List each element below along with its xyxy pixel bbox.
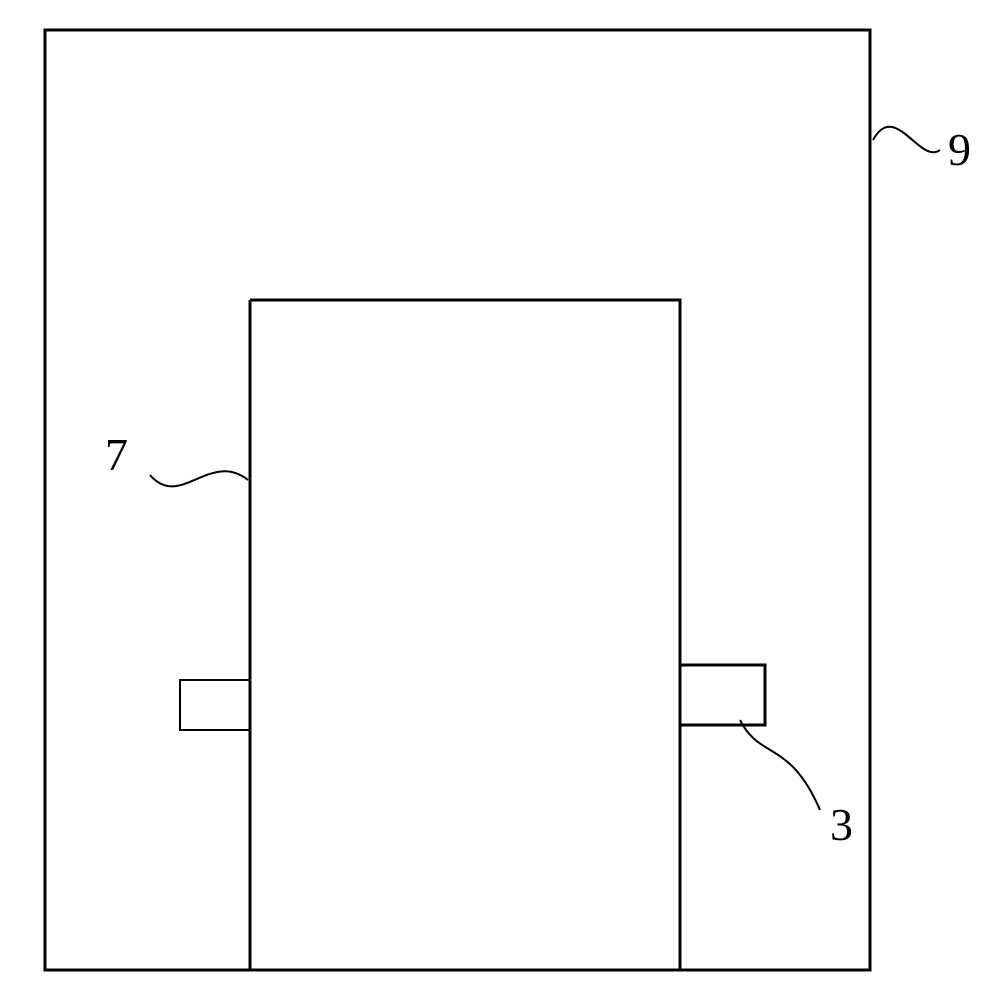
leader-7 (150, 471, 248, 486)
small-box-right (680, 665, 765, 725)
label-7: 7 (105, 429, 128, 480)
outer-frame (45, 30, 870, 970)
leader-9 (873, 127, 940, 153)
label-9: 9 (948, 124, 971, 175)
label-3: 3 (830, 799, 853, 850)
diagram-canvas: 9 7 3 (0, 0, 991, 1000)
small-box-left (180, 680, 250, 730)
inner-shape-top (250, 300, 680, 970)
leader-3 (740, 720, 820, 810)
